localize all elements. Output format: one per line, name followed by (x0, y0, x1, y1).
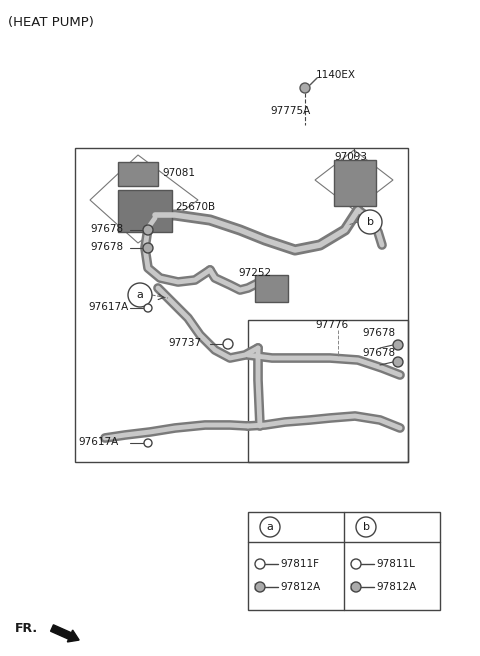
Text: (HEAT PUMP): (HEAT PUMP) (8, 16, 94, 29)
Text: 97678: 97678 (362, 328, 395, 338)
Text: 97617A: 97617A (88, 302, 128, 312)
Circle shape (393, 357, 403, 367)
FancyArrow shape (50, 625, 79, 642)
Bar (248, 320, 408, 462)
Text: 1140EX: 1140EX (316, 70, 356, 80)
Text: 97678: 97678 (90, 242, 123, 252)
Text: a: a (266, 522, 274, 532)
Circle shape (143, 243, 153, 253)
Text: 97737: 97737 (168, 338, 201, 348)
Text: b: b (367, 217, 373, 227)
Circle shape (356, 517, 376, 537)
Text: 97093: 97093 (334, 152, 367, 162)
Bar (255, 275, 288, 302)
Text: 97678: 97678 (90, 224, 123, 234)
Text: 97678: 97678 (362, 348, 395, 358)
Circle shape (393, 340, 403, 350)
Text: a: a (137, 290, 144, 300)
Circle shape (351, 582, 361, 592)
Text: FR.: FR. (15, 621, 38, 634)
Text: 97811F: 97811F (280, 559, 319, 569)
Circle shape (144, 439, 152, 447)
Circle shape (255, 582, 265, 592)
Bar (75, 148, 408, 462)
Circle shape (143, 225, 153, 235)
Text: 97617A: 97617A (78, 437, 118, 447)
Text: 97252: 97252 (238, 268, 271, 278)
Text: 97812A: 97812A (280, 582, 320, 592)
Text: 97776: 97776 (315, 320, 348, 330)
Text: 97811L: 97811L (376, 559, 415, 569)
Bar (334, 160, 376, 206)
Circle shape (260, 517, 280, 537)
Text: 97812A: 97812A (376, 582, 416, 592)
Circle shape (300, 83, 310, 93)
Text: b: b (362, 522, 370, 532)
Bar (118, 162, 158, 186)
Circle shape (223, 339, 233, 349)
Bar (118, 190, 172, 232)
Text: 97775A: 97775A (270, 106, 310, 116)
Circle shape (255, 559, 265, 569)
Circle shape (351, 559, 361, 569)
Text: 25670B: 25670B (175, 202, 215, 212)
Bar (248, 512, 440, 610)
Circle shape (358, 210, 382, 234)
Circle shape (128, 283, 152, 307)
Circle shape (144, 304, 152, 312)
Text: 97081: 97081 (162, 168, 195, 178)
